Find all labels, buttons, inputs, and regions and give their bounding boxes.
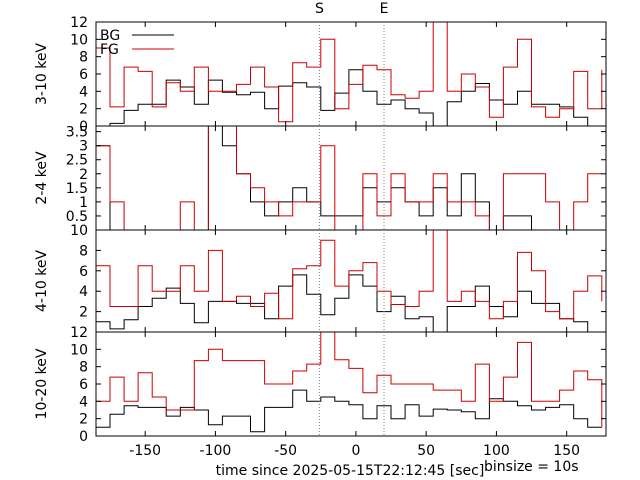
series-bg-panel-0 <box>96 69 602 126</box>
x-tick-label: -150 <box>129 443 161 459</box>
plot-frame-2 <box>95 229 607 333</box>
x-tick-label: 50 <box>417 443 435 459</box>
binsize-label: binsize = 10s <box>484 459 579 475</box>
panel-label: 4-10 keV <box>34 250 50 312</box>
plot-frame-3 <box>95 331 607 437</box>
x-axis-label: time since 2025-05-15T22:12:45 [sec] <box>216 463 485 479</box>
x-tick-label: 0 <box>351 443 360 459</box>
y-tick-label: 0 <box>79 119 88 135</box>
y-tick-label: 12 <box>70 15 88 31</box>
series-fg-panel-3 <box>96 332 603 428</box>
y-tick-label: 1.5 <box>66 181 88 197</box>
panel-1: 0.511.522.533.5 2-4 keV <box>34 125 607 231</box>
panel-label: 10-20 keV <box>34 348 50 419</box>
series-fg-panel-2 <box>96 230 603 320</box>
y-tick-label: 10 <box>70 32 88 48</box>
legend-label-fg: FG <box>100 42 119 58</box>
series-fg-panel-1 <box>96 126 602 230</box>
y-tick-label: 8 <box>79 360 88 376</box>
y-tick-label: 3.5 <box>66 125 88 141</box>
y-tick-label: 10 <box>70 223 88 239</box>
x-tick-label: -100 <box>200 443 232 459</box>
y-tick-label: 2.5 <box>66 153 88 169</box>
y-tick-label: 8 <box>79 243 88 259</box>
y-tick-label: 12 <box>70 325 88 341</box>
legend-label-bg: BG <box>100 28 120 44</box>
y-tick-label: 1 <box>79 195 88 211</box>
y-tick-label: 8 <box>79 50 88 66</box>
y-tick-label: 3 <box>79 139 88 155</box>
y-tick-label: 6 <box>79 264 88 280</box>
panel-label: 3-10 keV <box>34 43 50 105</box>
y-tick-label: 0.5 <box>66 209 88 225</box>
y-tick-label: 4 <box>79 394 88 410</box>
y-tick-label: 2 <box>79 305 88 321</box>
series-fg-panel-0 <box>96 22 603 123</box>
x-tick-label: 150 <box>553 443 580 459</box>
series-bg-panel-3 <box>96 389 602 433</box>
y-tick-label: 10 <box>70 342 88 358</box>
x-tick-label: 100 <box>483 443 510 459</box>
y-tick-label: 4 <box>79 284 88 300</box>
y-tick-label: 0 <box>79 429 88 445</box>
x-tick-label: -50 <box>274 443 297 459</box>
y-tick-label: 2 <box>79 412 88 428</box>
y-tick-label: 6 <box>79 67 88 83</box>
plot-frame-1 <box>95 125 607 231</box>
y-tick-label: 4 <box>79 84 88 100</box>
panel-label: 2-4 keV <box>34 151 50 205</box>
plot-frame-0 <box>95 21 607 127</box>
y-tick-label: 2 <box>79 167 88 183</box>
marker-label-s: S <box>315 1 324 17</box>
y-tick-label: 6 <box>79 377 88 393</box>
y-tick-label: 2 <box>79 102 88 118</box>
marker-label-e: E <box>380 1 389 17</box>
panel-2: 2 4 6 8 10 4-10 keV <box>34 223 607 333</box>
